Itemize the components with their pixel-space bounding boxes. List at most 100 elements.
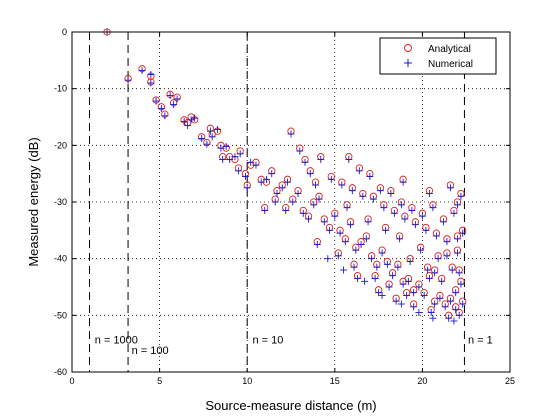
data-point-numerical: [327, 175, 335, 183]
data-point-numerical: [287, 130, 295, 138]
legend-marker-analytical: [404, 44, 412, 52]
data-point-numerical: [226, 156, 234, 163]
data-point-numerical: [348, 187, 356, 195]
data-point-numerical: [369, 195, 377, 203]
data-point-numerical: [450, 209, 458, 217]
data-point-numerical: [350, 263, 358, 271]
data-point-numerical: [262, 175, 270, 183]
data-point-numerical: [364, 218, 372, 226]
y-tick-label: -60: [54, 367, 67, 377]
y-tick-label: -50: [54, 310, 67, 320]
data-point-numerical: [441, 303, 449, 311]
data-point-numerical: [415, 309, 423, 316]
x-tick-label: 5: [157, 376, 162, 386]
data-point-numerical: [427, 309, 435, 316]
data-point-numerical: [317, 156, 325, 163]
data-point-numerical: [241, 173, 249, 180]
data-point-numerical: [432, 232, 440, 240]
y-axis-title: Measured energy (dB): [26, 137, 41, 266]
data-point-numerical: [252, 161, 260, 169]
data-point-numerical: [338, 181, 346, 189]
data-point-numerical: [376, 187, 384, 195]
data-point-numerical: [380, 204, 388, 212]
data-point-numerical: [431, 300, 439, 308]
series-numerical: [103, 28, 467, 325]
x-tick-label: 20: [417, 376, 427, 386]
data-point-numerical: [429, 314, 437, 322]
data-point-numerical: [382, 226, 390, 234]
data-point-numerical: [234, 167, 242, 175]
data-point-numerical: [184, 122, 192, 129]
data-point-numerical: [385, 283, 393, 291]
data-point-numerical: [389, 272, 397, 280]
x-tick-label: 15: [330, 376, 340, 386]
data-point-numerical: [278, 184, 286, 192]
data-point-numerical: [392, 297, 400, 305]
data-point-numerical: [352, 246, 360, 254]
data-point-numerical: [331, 212, 339, 220]
data-point-numerical: [459, 300, 467, 308]
data-point-numerical: [459, 229, 467, 237]
data-point-numerical: [404, 277, 412, 285]
data-point-numerical: [310, 201, 318, 209]
data-point-numerical: [324, 255, 332, 263]
data-point-numerical: [152, 97, 160, 105]
data-point-numerical: [294, 190, 302, 197]
data-point-numerical: [355, 167, 363, 175]
data-point-numerical: [217, 144, 225, 152]
y-tick-label: 0: [62, 27, 67, 37]
data-point-numerical: [362, 235, 370, 243]
data-point-numerical: [455, 269, 463, 277]
x-axis-ticks: 0 5 10 15 20 25: [69, 32, 515, 386]
data-point-numerical: [299, 209, 307, 217]
annotation-label: n = 100: [132, 345, 169, 357]
data-point-numerical: [312, 181, 320, 189]
data-point-numerical: [418, 212, 426, 220]
data-point-numerical: [306, 170, 314, 178]
data-point-numerical: [187, 116, 195, 124]
data-point-numerical: [424, 266, 432, 274]
data-point-numerical: [219, 156, 227, 163]
data-point-numerical: [399, 280, 407, 288]
x-axis-title: Source-measure distance (m): [205, 398, 376, 413]
data-point-numerical: [387, 190, 395, 197]
data-point-numerical: [273, 190, 281, 197]
data-point-numerical: [236, 150, 244, 158]
data-point-numerical: [394, 263, 402, 271]
data-point-numerical: [443, 238, 451, 246]
data-point-numerical: [345, 156, 353, 163]
data-point-numerical: [315, 195, 323, 203]
data-point-numerical: [222, 142, 230, 150]
data-point-numerical: [436, 294, 444, 302]
data-point-numerical: [457, 280, 465, 288]
data-point-numerical: [397, 201, 405, 209]
x-tick-label: 10: [242, 376, 252, 386]
data-point-numerical: [147, 79, 155, 87]
data-point-numerical: [425, 190, 433, 197]
data-point-numerical: [452, 306, 460, 314]
y-tick-label: -10: [54, 84, 67, 94]
legend-marker-numerical: [404, 59, 412, 67]
data-point-numerical: [138, 67, 146, 75]
data-point-numerical: [450, 317, 458, 325]
data-point-numerical: [341, 238, 349, 246]
data-point-numerical: [378, 292, 386, 299]
data-point-numerical: [368, 255, 376, 263]
legend-label-numerical: Numerical: [428, 59, 473, 70]
data-point-numerical: [326, 226, 334, 234]
data-point-numerical: [296, 147, 304, 155]
data-point-numerical: [173, 95, 181, 103]
data-point-numerical: [334, 252, 342, 260]
legend-label-analytical: Analytical: [428, 44, 471, 55]
data-point-numerical: [282, 207, 290, 214]
data-point-numerical: [359, 192, 367, 200]
data-point-numerical: [396, 235, 404, 243]
data-point-numerical: [422, 226, 430, 234]
y-axis-ticks: 0 -10 -20 -30 -40 -50 -60: [54, 27, 510, 377]
data-point-numerical: [361, 277, 369, 285]
data-point-numerical: [243, 184, 251, 192]
data-point-numerical: [340, 266, 348, 274]
data-point-numerical: [366, 173, 374, 180]
